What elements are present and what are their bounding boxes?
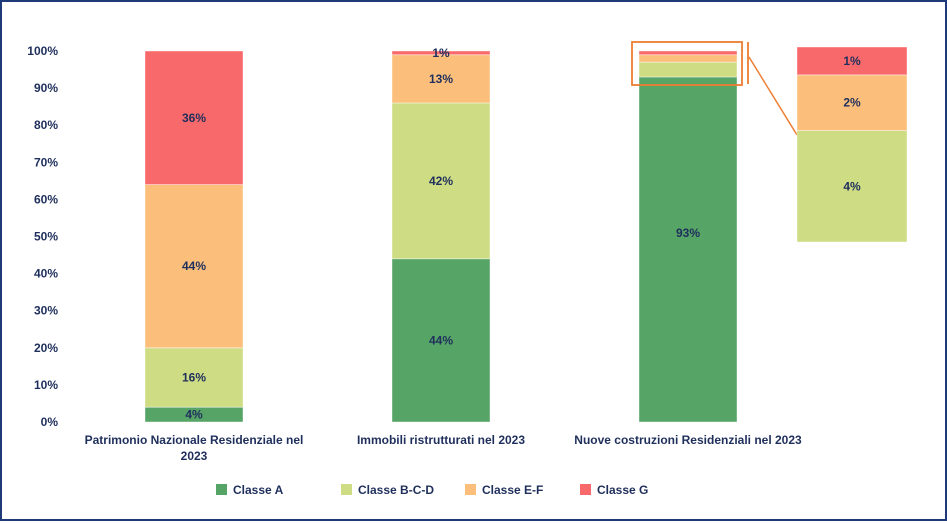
bar-segment (391, 50, 491, 56)
y-tick-label: 50% (34, 230, 58, 244)
inset-data-label: 2% (843, 96, 861, 110)
bar-segment (391, 102, 491, 260)
category-label: Patrimonio Nazionale Residenziale nel (85, 433, 304, 447)
data-label: 36% (182, 111, 206, 125)
data-label: 93% (676, 226, 700, 240)
legend-swatch (580, 484, 591, 495)
data-label: 1% (432, 46, 450, 60)
inset-bar-segment (796, 74, 908, 131)
data-label: 44% (182, 259, 206, 273)
bar-segment (144, 347, 244, 408)
y-tick-label: 70% (34, 155, 58, 169)
category-label: 2023 (181, 449, 208, 463)
y-tick-label: 90% (34, 81, 58, 95)
y-tick-label: 40% (34, 267, 58, 281)
inset-bar-segment (796, 46, 908, 76)
legend-label: Classe B-C-D (358, 483, 434, 497)
inset-bar-segment (796, 130, 908, 243)
zoom-highlight-box (631, 41, 743, 86)
legend-label: Classe A (233, 483, 284, 497)
y-tick-label: 60% (34, 192, 58, 206)
y-tick-label: 100% (27, 44, 58, 58)
bar-segment (144, 50, 244, 185)
y-tick-label: 10% (34, 378, 58, 392)
data-label: 4% (185, 408, 203, 422)
zoom-connector-line (748, 56, 798, 136)
category-label: Nuove costruzioni Residenziali nel 2023 (574, 433, 802, 447)
bar-segment (391, 54, 491, 104)
legend-swatch (465, 484, 476, 495)
data-label: 13% (429, 72, 453, 86)
data-label: 44% (429, 333, 453, 347)
legend-swatch (341, 484, 352, 495)
inset-data-label: 1% (843, 54, 861, 68)
inset-data-label: 4% (843, 179, 861, 193)
data-label: 42% (429, 174, 453, 188)
legend-label: Classe E-F (482, 483, 543, 497)
legend-swatch (216, 484, 227, 495)
y-tick-label: 20% (34, 341, 58, 355)
y-tick-label: 80% (34, 118, 58, 132)
legend-label: Classe G (597, 483, 648, 497)
bar-segment (638, 76, 738, 423)
data-label: 16% (182, 370, 206, 384)
y-tick-label: 30% (34, 304, 58, 318)
bar-segment (391, 258, 491, 423)
y-tick-label: 0% (41, 415, 59, 429)
bar-segment (638, 61, 738, 78)
bar-segment (638, 50, 738, 56)
bar-segment (638, 54, 738, 63)
category-label: Immobili ristrutturati nel 2023 (357, 433, 525, 447)
